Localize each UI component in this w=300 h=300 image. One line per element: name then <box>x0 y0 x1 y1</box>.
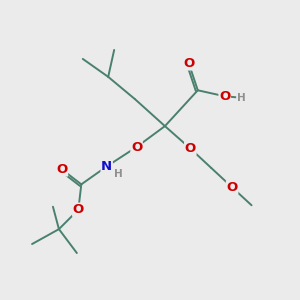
Text: O: O <box>226 181 238 194</box>
Text: O: O <box>73 203 84 216</box>
Text: O: O <box>219 90 230 103</box>
Text: H: H <box>114 169 123 179</box>
Text: N: N <box>101 160 112 173</box>
Text: O: O <box>56 163 68 176</box>
Text: O: O <box>183 57 194 70</box>
Text: O: O <box>131 140 142 154</box>
Text: H: H <box>237 93 245 103</box>
Text: O: O <box>185 142 196 155</box>
